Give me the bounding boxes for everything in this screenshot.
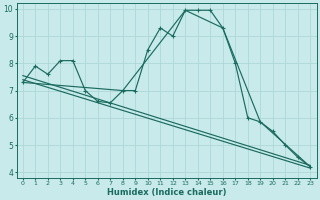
X-axis label: Humidex (Indice chaleur): Humidex (Indice chaleur) — [107, 188, 226, 197]
